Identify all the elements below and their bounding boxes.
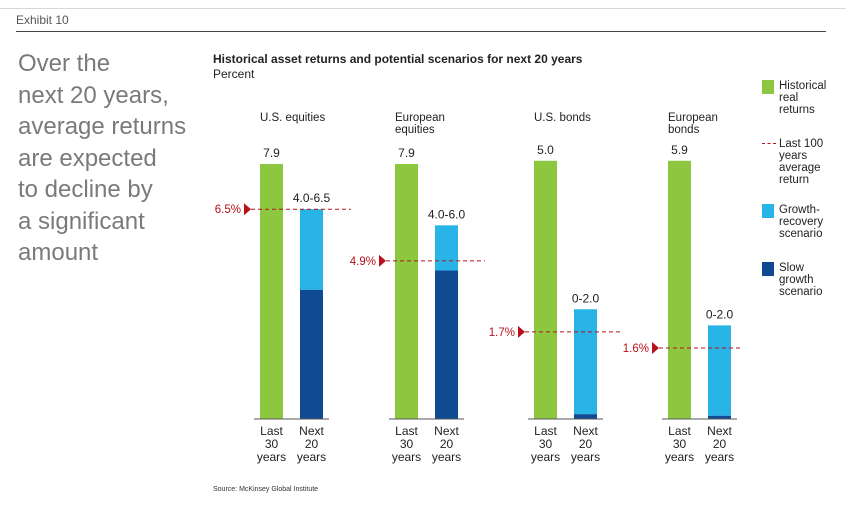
legend-label: Last 100 years average return	[779, 138, 823, 186]
category-label: years	[531, 450, 560, 464]
bar-value-label: 7.9	[398, 146, 415, 160]
category-label: Last	[534, 424, 557, 438]
historical-bar	[395, 164, 418, 419]
historical-bar	[534, 160, 557, 419]
growth-recovery-bar	[435, 225, 458, 271]
source-note: Source: McKinsey Global Institute	[213, 486, 319, 493]
group-name: U.S. equities	[260, 112, 325, 124]
headline-line: are expected	[18, 144, 157, 172]
legend-label-line: return	[779, 174, 810, 186]
category-label: 30	[673, 437, 687, 451]
legend-swatch	[762, 204, 774, 218]
category-label: Next	[434, 424, 459, 438]
headline: Over the next 20 years, average returns are…	[18, 48, 198, 269]
growth-recovery-bar	[300, 209, 323, 290]
bar-value-label: 7.9	[263, 146, 280, 160]
category-label: 30	[265, 437, 279, 451]
headline-line: amount	[18, 239, 99, 266]
historical-bar	[260, 164, 283, 419]
category-label: years	[432, 450, 461, 464]
legend-label-line: Growth-	[779, 204, 820, 216]
category-label: 30	[539, 437, 553, 451]
legend-label-line: growth	[779, 274, 814, 286]
legend-label-line: recovery	[779, 216, 824, 228]
category-label: years	[392, 450, 421, 464]
headline-line: to decline by	[18, 176, 153, 203]
legend-label-line: Last 100	[779, 138, 824, 150]
exhibit-label: Exhibit 10	[16, 13, 69, 27]
category-label: years	[297, 450, 326, 464]
category-label: years	[705, 450, 734, 464]
category-label: 20	[713, 437, 727, 451]
average-marker-icon	[244, 203, 251, 216]
legend-label: Growth-recovery scenario	[779, 204, 823, 240]
legend-swatch	[762, 262, 774, 276]
average-return-label: 1.6%	[623, 343, 649, 355]
bar-value-label: 0-2.0	[706, 307, 734, 321]
chart-title: Historical asset returns and potential s…	[213, 52, 583, 66]
legend-swatch	[762, 143, 776, 144]
legend-label-line: scenario	[779, 286, 823, 298]
legend-label-line: returns	[779, 104, 815, 116]
legend-label-line: years	[779, 150, 808, 162]
group-name: equities	[395, 124, 435, 136]
average-return-label: 1.7%	[489, 327, 515, 339]
historical-bar	[668, 160, 691, 419]
legend-label-line: average	[779, 162, 821, 174]
group-name: bonds	[668, 124, 700, 136]
category-label: 20	[305, 437, 319, 451]
average-marker-icon	[652, 341, 659, 354]
slow-growth-bar	[574, 414, 597, 419]
legend-label: Slow growth scenario	[779, 262, 822, 298]
category-label: 20	[440, 437, 454, 451]
headline-line: average returns	[18, 113, 187, 140]
slow-growth-bar	[300, 289, 323, 419]
category-label: 20	[579, 437, 593, 451]
bar-value-label: 5.0	[537, 143, 554, 157]
bar-value-label: 4.0-6.5	[293, 191, 331, 205]
legend-label-line: scenario	[779, 228, 823, 240]
group-name: U.S. bonds	[534, 112, 591, 124]
category-label: Next	[707, 424, 732, 438]
average-return-label: 4.9%	[350, 256, 376, 268]
category-label: 30	[400, 437, 414, 451]
legend-label-line: Slow	[779, 262, 804, 274]
average-marker-icon	[518, 325, 525, 338]
category-label: Last	[260, 424, 283, 438]
growth-recovery-bar	[574, 309, 597, 415]
slow-growth-bar	[708, 415, 731, 419]
category-label: years	[665, 450, 694, 464]
headline-line: next 20 years,	[18, 81, 169, 109]
average-marker-icon	[379, 254, 386, 267]
group-name: European	[395, 112, 445, 124]
top-border	[0, 8, 846, 9]
headline-line: Over the	[18, 50, 111, 77]
category-label: Last	[668, 424, 691, 438]
bar-value-label: 4.0-6.0	[428, 207, 466, 221]
average-return-label: 6.5%	[215, 204, 241, 216]
category-label: Next	[573, 424, 598, 438]
growth-recovery-bar	[708, 325, 731, 416]
bar-value-label: 5.9	[671, 143, 688, 157]
category-label: years	[571, 450, 600, 464]
group-name: European	[668, 112, 718, 124]
legend-label: Historical real returns	[779, 80, 826, 116]
legend-label-line: Historical	[779, 80, 827, 92]
header-rule	[16, 31, 826, 32]
category-label: Next	[299, 424, 324, 438]
bar-value-label: 0-2.0	[572, 291, 600, 305]
category-label: years	[257, 450, 286, 464]
chart-subtitle: Percent	[213, 67, 255, 81]
headline-line: a significant	[18, 207, 145, 235]
legend-label-line: real	[779, 92, 799, 104]
slow-growth-bar	[435, 270, 458, 419]
legend-swatch	[762, 80, 774, 94]
category-label: Last	[395, 424, 418, 438]
